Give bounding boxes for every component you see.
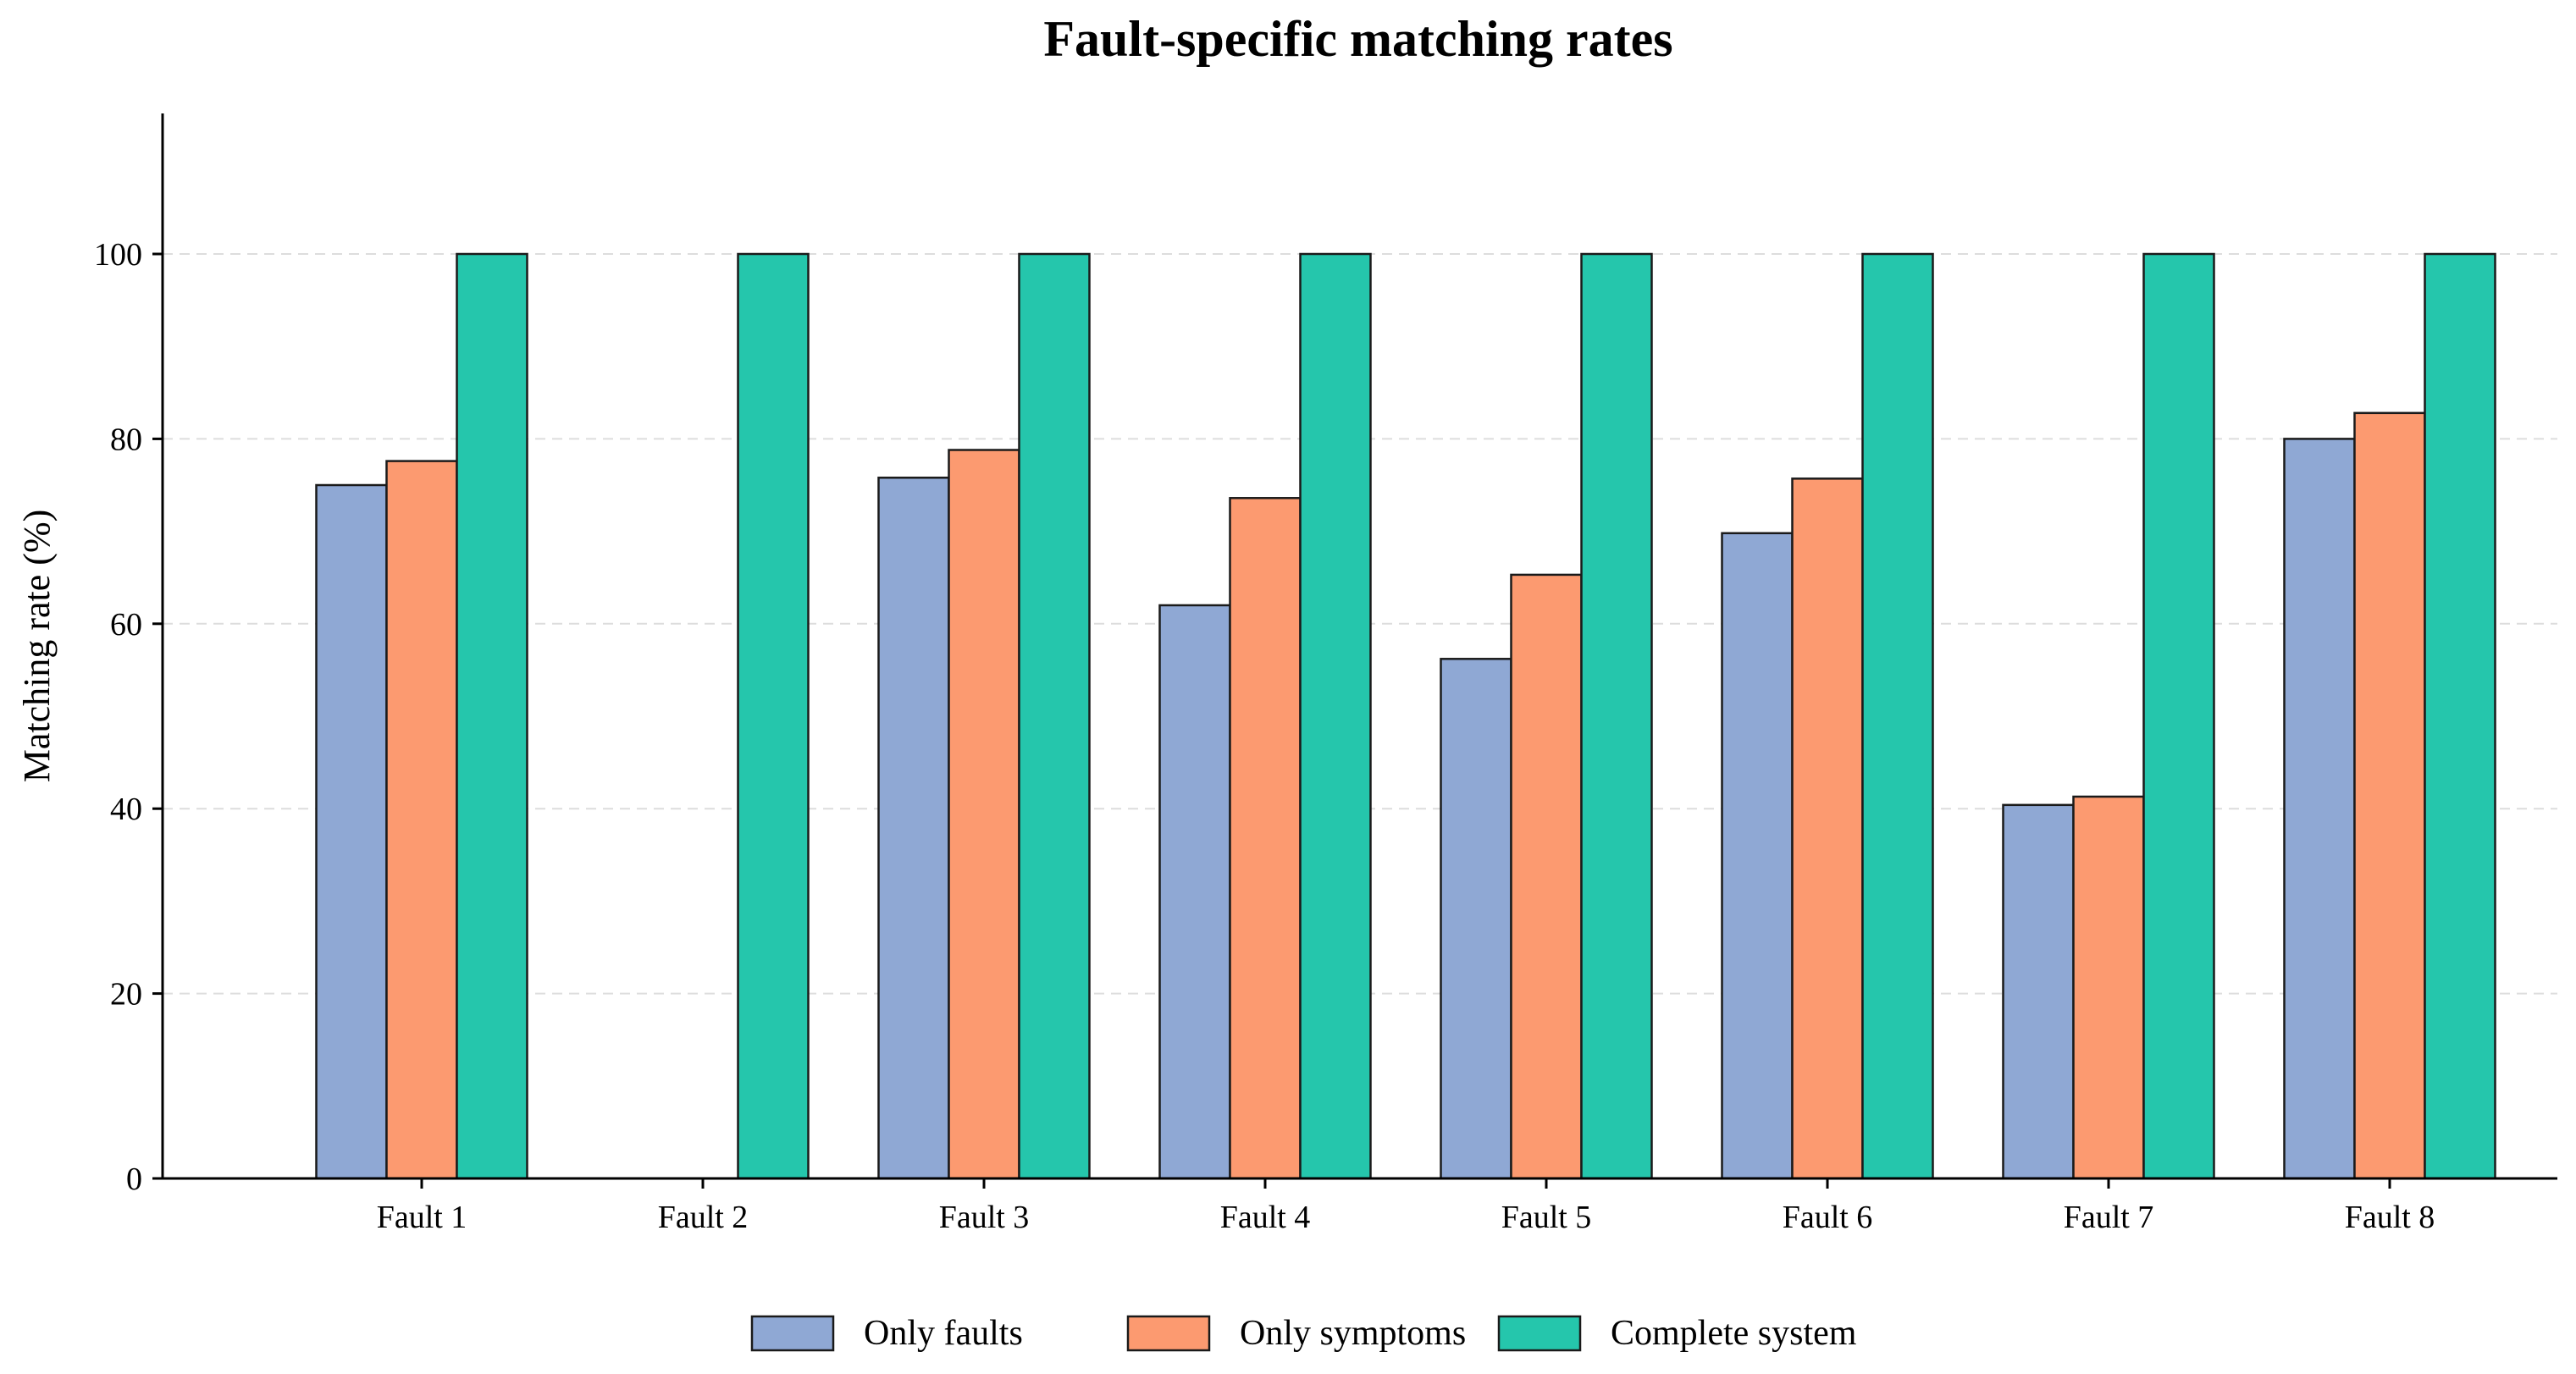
bar — [1721, 532, 1794, 1180]
bar — [2002, 803, 2075, 1180]
bar — [1018, 252, 1091, 1180]
gridlines — [163, 253, 2557, 995]
bar — [948, 449, 1020, 1180]
legend-label: Complete system — [1611, 1314, 1857, 1353]
bar — [2353, 411, 2426, 1180]
x-tick-label: Fault 2 — [658, 1200, 749, 1235]
bar — [1440, 658, 1512, 1180]
x-tick-label: Fault 3 — [939, 1200, 1030, 1235]
legend-label: Only faults — [864, 1314, 1023, 1353]
x-tick-label: Fault 8 — [2345, 1200, 2435, 1235]
bar — [1791, 477, 1864, 1180]
bar — [1299, 252, 1372, 1180]
legend: Only faults Only symptoms Complete system — [750, 1314, 1857, 1353]
y-tick-label: 80 — [110, 422, 142, 457]
x-tick-label: Fault 4 — [1220, 1200, 1311, 1235]
x-tick-label: Fault 6 — [1783, 1200, 1873, 1235]
y-ticks: 0 20 40 60 80 100 — [94, 237, 163, 1197]
bar — [2283, 438, 2356, 1180]
bar — [2072, 795, 2145, 1180]
bar — [385, 460, 458, 1180]
legend-swatch — [1126, 1315, 1211, 1352]
bar — [2424, 252, 2496, 1180]
x-ticks: Fault 1 Fault 2 Fault 3 Fault 4 Fault 5 Fault… — [377, 1178, 2435, 1235]
y-tick-label: 100 — [94, 237, 142, 273]
bars — [315, 252, 2496, 1180]
y-tick-label: 60 — [110, 607, 142, 643]
bar — [315, 483, 388, 1180]
bar — [456, 252, 528, 1180]
legend-swatch — [750, 1315, 835, 1352]
y-tick-label: 20 — [110, 977, 142, 1013]
bar — [1229, 497, 1302, 1180]
y-tick-label: 0 — [126, 1162, 142, 1197]
chart-title: Fault-specific matching rates — [1043, 11, 1672, 67]
axes — [161, 113, 2557, 1180]
x-tick-label: Fault 7 — [2064, 1200, 2154, 1235]
y-axis-label: Matching rate (%) — [16, 510, 58, 783]
bar — [737, 252, 810, 1180]
bar — [1580, 252, 1653, 1180]
x-tick-label: Fault 1 — [377, 1200, 467, 1235]
bar — [1861, 252, 1934, 1180]
legend-label: Only symptoms — [1240, 1314, 1466, 1353]
bar — [1510, 573, 1583, 1180]
y-tick-label: 40 — [110, 792, 142, 827]
x-tick-label: Fault 5 — [1501, 1200, 1592, 1235]
bar — [2142, 252, 2215, 1180]
bar — [877, 477, 950, 1180]
bar — [1158, 604, 1231, 1180]
legend-swatch — [1497, 1315, 1582, 1352]
